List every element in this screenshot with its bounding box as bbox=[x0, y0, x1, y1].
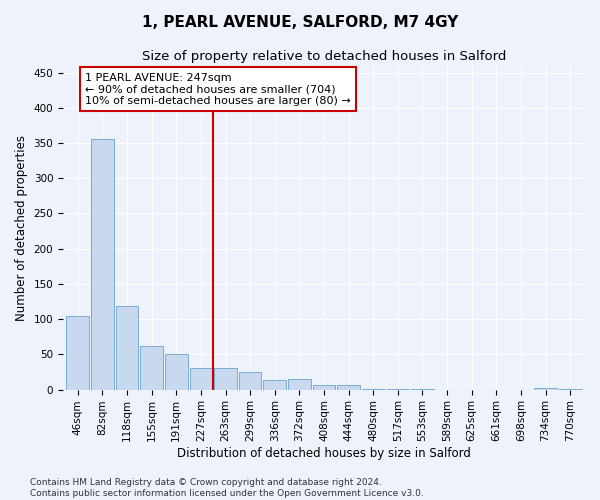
Bar bbox=[239, 372, 262, 390]
Bar bbox=[362, 389, 385, 390]
Text: 1 PEARL AVENUE: 247sqm
← 90% of detached houses are smaller (704)
10% of semi-de: 1 PEARL AVENUE: 247sqm ← 90% of detached… bbox=[85, 72, 351, 106]
X-axis label: Distribution of detached houses by size in Salford: Distribution of detached houses by size … bbox=[177, 447, 471, 460]
Bar bbox=[337, 386, 360, 390]
Bar bbox=[116, 306, 139, 390]
Bar bbox=[313, 386, 335, 390]
Bar bbox=[386, 389, 409, 390]
Bar bbox=[559, 389, 581, 390]
Bar bbox=[67, 316, 89, 390]
Bar bbox=[534, 388, 557, 390]
Y-axis label: Number of detached properties: Number of detached properties bbox=[15, 134, 28, 320]
Bar bbox=[91, 139, 114, 390]
Bar bbox=[263, 380, 286, 390]
Bar bbox=[165, 354, 188, 390]
Text: 1, PEARL AVENUE, SALFORD, M7 4GY: 1, PEARL AVENUE, SALFORD, M7 4GY bbox=[142, 15, 458, 30]
Bar bbox=[288, 379, 311, 390]
Title: Size of property relative to detached houses in Salford: Size of property relative to detached ho… bbox=[142, 50, 506, 63]
Bar bbox=[411, 389, 434, 390]
Bar bbox=[190, 368, 212, 390]
Bar bbox=[140, 346, 163, 390]
Bar bbox=[214, 368, 237, 390]
Text: Contains HM Land Registry data © Crown copyright and database right 2024.
Contai: Contains HM Land Registry data © Crown c… bbox=[30, 478, 424, 498]
